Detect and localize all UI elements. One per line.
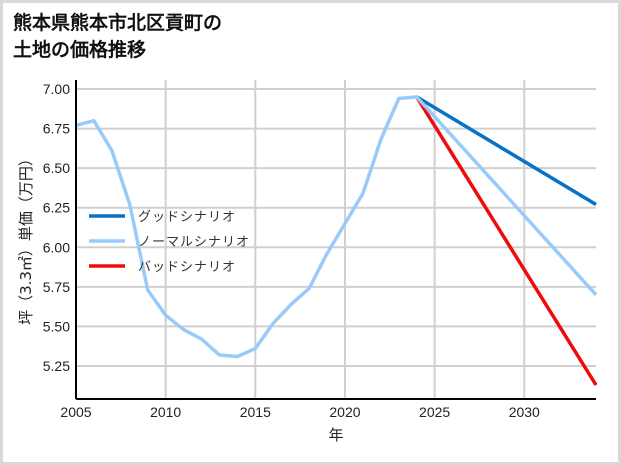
x-tick-label: 2015 (240, 404, 271, 420)
x-axis-label: 年 (328, 426, 343, 444)
axes (75, 80, 596, 400)
series-line (75, 95, 598, 359)
y-tick-label: 6.00 (43, 239, 70, 255)
y-tick-label: 6.50 (43, 160, 70, 176)
x-axis-ticks: 2005 2010 2015 2020 2025 2030 (60, 404, 540, 420)
data-series (75, 95, 598, 386)
y-tick-label: 6.25 (43, 200, 70, 216)
x-tick-label: 2010 (150, 404, 181, 420)
chart-frame (3, 3, 618, 462)
x-tick-label: 2005 (60, 404, 91, 420)
x-tick-label: 2020 (329, 404, 360, 420)
y-tick-label: 6.75 (43, 121, 70, 137)
y-axis-ticks: 5.25 5.50 5.75 6.00 6.25 6.50 6.75 7.00 (43, 81, 70, 374)
x-tick-label: 2030 (509, 404, 540, 420)
y-tick-label: 7.00 (43, 81, 70, 97)
y-axis-label: 坪（3.3㎡）単価（万円） (17, 151, 35, 325)
chart-title: 熊本県熊本市北区貢町の 土地の価格推移 (13, 12, 223, 61)
x-tick-label: 2025 (419, 404, 450, 420)
legend-label: グッドシナリオ (138, 210, 236, 225)
y-tick-label: 5.25 (43, 358, 70, 374)
series-line (415, 95, 598, 386)
y-tick-label: 5.50 (43, 318, 70, 334)
legend-label: ノーマルシナリオ (138, 235, 250, 250)
y-tick-label: 5.75 (43, 279, 70, 295)
legend-label: バッドシナリオ (138, 260, 236, 275)
series-line (415, 95, 597, 207)
